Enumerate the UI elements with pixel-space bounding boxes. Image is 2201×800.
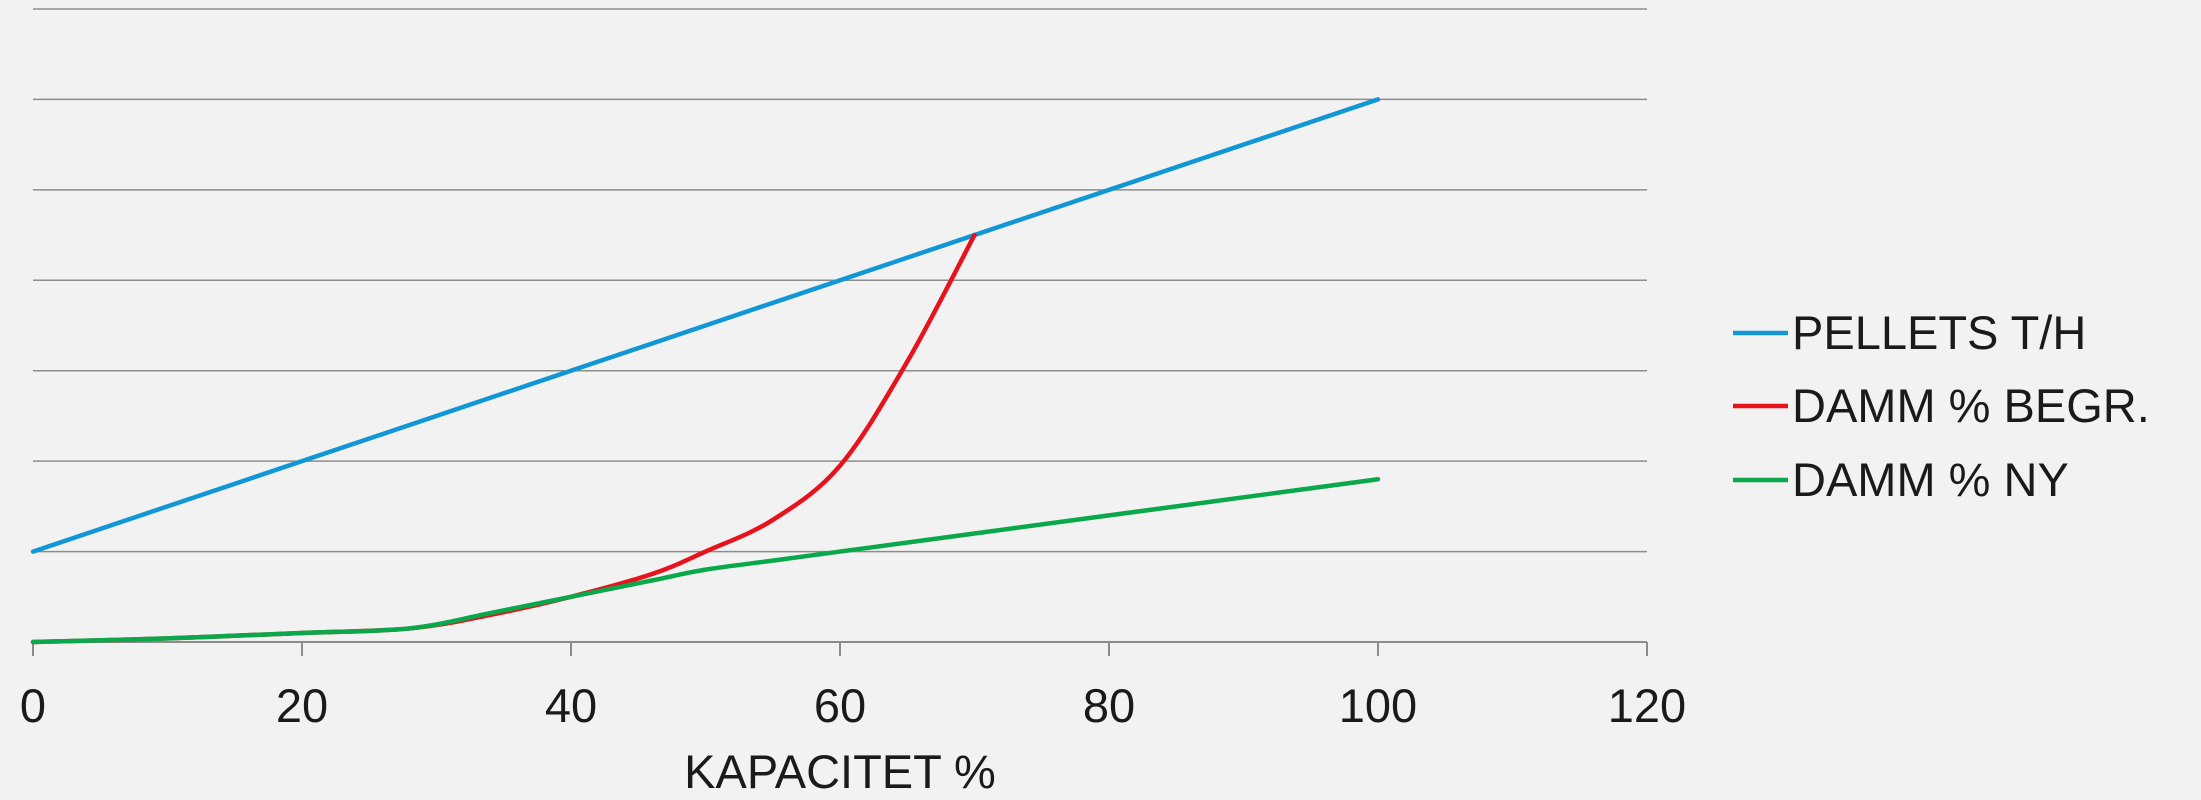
legend: PELLETS T/H DAMM % BEGR. DAMM % NY: [1733, 306, 2150, 506]
series-lines: [30, 97, 1381, 645]
legend-label-2: DAMM % BEGR.: [1792, 379, 2150, 432]
x-tick-label-5: 100: [1339, 679, 1417, 732]
x-tick-label-0: 0: [20, 679, 46, 732]
x-tick-label-1: 20: [276, 679, 328, 732]
x-tick-label-2: 40: [545, 679, 597, 732]
x-axis-title: KAPACITET %: [684, 745, 996, 795]
legend-label-1: PELLETS T/H: [1792, 306, 2086, 359]
series-line-1: [30, 97, 1381, 554]
x-axis: 0 20 40 60 80 100 120: [20, 641, 1686, 732]
series-line-3: [30, 476, 1381, 645]
x-tick-label-3: 60: [814, 679, 866, 732]
x-tick-label-6: 120: [1608, 679, 1686, 732]
legend-label-3: DAMM % NY: [1792, 453, 2069, 506]
series-line-2: [30, 232, 977, 645]
x-tick-label-4: 80: [1083, 679, 1135, 732]
